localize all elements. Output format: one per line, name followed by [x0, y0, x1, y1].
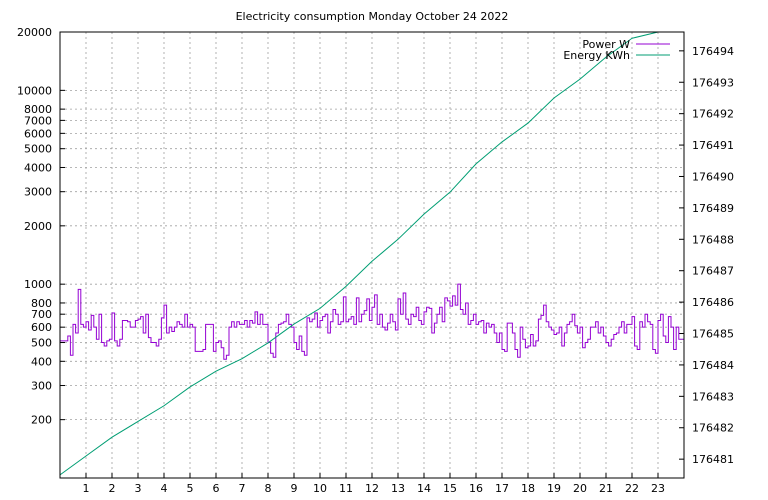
y-left-tick-label: 8000 — [24, 103, 52, 116]
x-tick-label: 18 — [521, 482, 535, 495]
y-left-tick-label: 2000 — [24, 220, 52, 233]
y-left-tick-label: 20000 — [17, 26, 52, 39]
y-left-tick-label: 700 — [31, 308, 52, 321]
x-tick-label: 20 — [573, 482, 587, 495]
x-tick-label: 1 — [83, 482, 90, 495]
x-tick-label: 5 — [187, 482, 194, 495]
x-tick-label: 23 — [651, 482, 665, 495]
x-tick-label: 11 — [339, 482, 353, 495]
x-tick-label: 7 — [239, 482, 246, 495]
y-right-tick-label: 176483 — [692, 390, 734, 403]
x-tick-label: 16 — [469, 482, 483, 495]
y-left-tick-label: 400 — [31, 355, 52, 368]
y-right-tick-label: 176484 — [692, 359, 734, 372]
legend: Power W Energy KWh — [563, 38, 670, 62]
y-right-tick-label: 176481 — [692, 453, 734, 466]
y-left-tick-label: 1000 — [24, 278, 52, 291]
tick-layer: 1 2 3 4 5 6 7 8 9 10 11 12 13 14 15 16 17 18 19 20 21 22 23200… — [17, 26, 734, 495]
x-tick-label: 3 — [135, 482, 142, 495]
x-tick-label: 15 — [443, 482, 457, 495]
legend-label-energy: Energy KWh — [563, 49, 630, 62]
x-tick-label: 8 — [265, 482, 272, 495]
y-right-tick-label: 176487 — [692, 265, 734, 278]
y-right-tick-label: 176485 — [692, 328, 734, 341]
x-tick-label: 12 — [365, 482, 379, 495]
y-left-tick-label: 300 — [31, 380, 52, 393]
y-right-tick-label: 176492 — [692, 108, 734, 121]
y-left-tick-label: 800 — [31, 297, 52, 310]
x-tick-label: 21 — [599, 482, 613, 495]
x-tick-label: 4 — [161, 482, 168, 495]
y-left-tick-label: 5000 — [24, 143, 52, 156]
series-line-energy — [59, 31, 684, 476]
y-right-tick-label: 176486 — [692, 296, 734, 309]
y-right-tick-label: 176482 — [692, 422, 734, 435]
y-right-tick-label: 176494 — [692, 45, 734, 58]
x-tick-label: 10 — [313, 482, 327, 495]
x-tick-label: 22 — [625, 482, 639, 495]
chart-title: Electricity consumption Monday October 2… — [236, 10, 509, 23]
x-tick-label: 6 — [213, 482, 220, 495]
y-left-tick-label: 3000 — [24, 186, 52, 199]
y-left-tick-label: 10000 — [17, 84, 52, 97]
y-right-tick-label: 176493 — [692, 76, 734, 89]
y-right-tick-label: 176491 — [692, 139, 734, 152]
x-tick-label: 9 — [291, 482, 298, 495]
y-right-tick-label: 176489 — [692, 202, 734, 215]
x-tick-label: 2 — [109, 482, 116, 495]
y-left-tick-label: 4000 — [24, 161, 52, 174]
y-left-tick-label: 600 — [31, 321, 52, 334]
y-left-tick-label: 200 — [31, 414, 52, 427]
y-left-tick-label: 500 — [31, 337, 52, 350]
x-tick-label: 17 — [495, 482, 509, 495]
x-tick-label: 13 — [391, 482, 405, 495]
series-layer — [59, 31, 685, 476]
y-right-tick-label: 176488 — [692, 233, 734, 246]
y-right-tick-label: 176490 — [692, 170, 734, 183]
x-tick-label: 19 — [547, 482, 561, 495]
x-tick-label: 14 — [417, 482, 431, 495]
y-left-tick-label: 6000 — [24, 127, 52, 140]
y-left-tick-label: 7000 — [24, 114, 52, 127]
plot-frame — [59, 31, 685, 479]
legend-label-power: Power W — [582, 38, 630, 51]
series-line-power — [60, 283, 685, 360]
